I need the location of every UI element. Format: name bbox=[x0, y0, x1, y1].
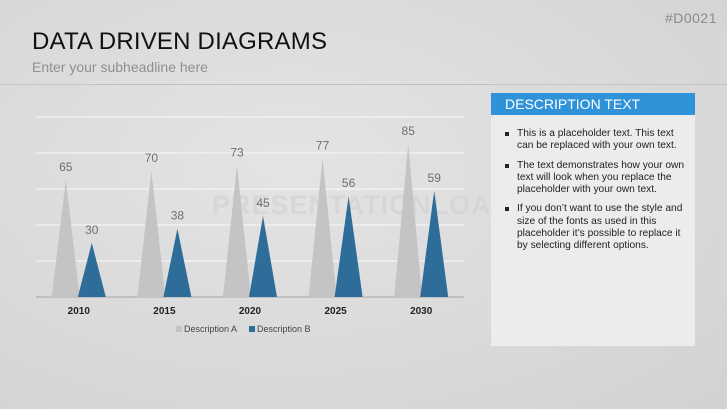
x-tick-label: 2020 bbox=[239, 306, 262, 317]
description-item: This is a placeholder text. This text ca… bbox=[503, 128, 685, 153]
data-label: 59 bbox=[428, 171, 442, 185]
bar-description-a bbox=[394, 144, 423, 297]
description-list: This is a placeholder text. This text ca… bbox=[503, 128, 685, 253]
watermark-logo: PRESENTATIONLOAD bbox=[212, 190, 513, 220]
description-box: This is a placeholder text. This text ca… bbox=[491, 115, 695, 346]
bar-description-a bbox=[51, 180, 80, 297]
data-label: 38 bbox=[171, 209, 185, 223]
description-item: If you don’t want to use the style and s… bbox=[503, 203, 685, 252]
x-tick-label: 2015 bbox=[153, 306, 176, 317]
bar-description-b bbox=[334, 196, 363, 297]
legend-swatch bbox=[176, 326, 182, 332]
description-heading: DESCRIPTION TEXT bbox=[491, 93, 695, 115]
legend-swatch bbox=[249, 326, 256, 332]
data-label: 65 bbox=[59, 160, 73, 174]
description-item: The text demonstrates how your own text … bbox=[503, 160, 685, 197]
bar-description-b bbox=[249, 216, 277, 297]
data-label: 73 bbox=[230, 146, 244, 160]
bar-description-b bbox=[420, 190, 449, 297]
data-label: 77 bbox=[316, 138, 330, 152]
data-label: 30 bbox=[85, 223, 99, 237]
bar-description-a bbox=[223, 165, 251, 297]
legend-entry: Description B bbox=[257, 324, 311, 334]
legend-entry: Description A bbox=[184, 324, 237, 334]
header-divider bbox=[0, 84, 727, 85]
page-subtitle: Enter your subheadline here bbox=[32, 59, 208, 75]
bar-description-b bbox=[163, 228, 192, 297]
data-label: 56 bbox=[342, 176, 356, 190]
data-label: 85 bbox=[402, 124, 416, 138]
chart: 65 30 2010 70 38 2015 73 45 2020 77 56 2025 85 59 2030… bbox=[36, 116, 464, 334]
bar-description-b bbox=[77, 243, 106, 297]
slide-code: #D0021 bbox=[664, 10, 717, 26]
x-tick-label: 2030 bbox=[410, 306, 433, 317]
data-label: 70 bbox=[145, 151, 159, 165]
x-tick-label: 2010 bbox=[68, 306, 91, 317]
bar-description-a bbox=[308, 158, 337, 297]
bar-description-a bbox=[137, 171, 166, 297]
x-tick-label: 2025 bbox=[324, 306, 347, 317]
data-label: 45 bbox=[256, 196, 270, 210]
page-title: DATA DRIVEN DIAGRAMS bbox=[32, 28, 328, 55]
